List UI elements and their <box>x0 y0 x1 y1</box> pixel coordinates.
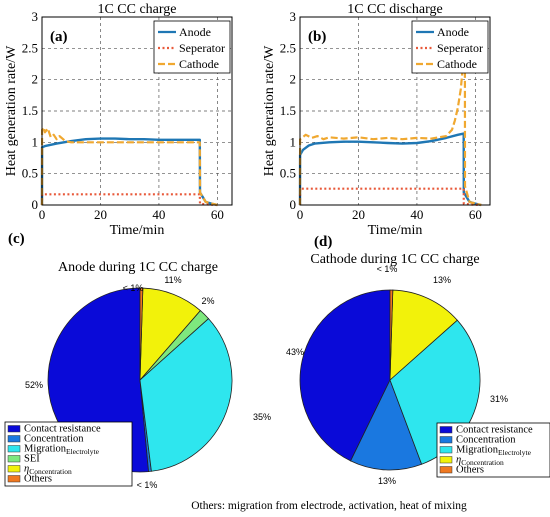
panel-label: (d) <box>314 234 332 250</box>
legend-label: Concentration <box>456 435 516 446</box>
legend-swatch <box>7 435 21 443</box>
legend-label: Cathode <box>179 57 219 71</box>
legend-label: MigrationElectrolyte <box>24 444 100 457</box>
panel-c: (c) Anode during 1C CC charge 52% < 1% 35% 2%… <box>4 231 271 490</box>
legend-box <box>4 421 133 487</box>
panel-b: 0 20 40 60 0 0.5 1 1.5 2 2.5 3 1C CC discharge Time/… <box>262 2 491 238</box>
plot-frame <box>299 16 491 206</box>
y-tick-label: 0.5 <box>280 166 296 181</box>
y-tick-label: 2 <box>290 72 297 87</box>
slice-percent-label: < 1% <box>137 480 158 490</box>
y-tick-label: 1 <box>32 134 39 149</box>
legend-label: Contact resistance <box>24 424 101 435</box>
slice-percent-label: < 1% <box>123 283 144 293</box>
panel-a: 0 20 40 60 0 0.5 1 1.5 2 2.5 3 1C CC charge Time/min… <box>4 2 233 238</box>
legend-swatch <box>439 446 453 454</box>
legend-swatch <box>439 436 453 444</box>
chart-title: Cathode during 1C CC charge <box>310 252 479 267</box>
legend-label: Others <box>456 465 484 476</box>
series-line-seperator <box>298 187 482 207</box>
legend-label: Contact resistance <box>456 425 533 436</box>
panel-label: (a) <box>50 29 68 45</box>
legend-swatch <box>7 445 21 453</box>
x-axis-label: Time/min <box>110 223 165 238</box>
slice-percent-label: 13% <box>378 476 396 486</box>
footnote: Others: migration from electrode, activa… <box>191 500 467 512</box>
panel-label: (b) <box>308 29 326 45</box>
y-tick-label: 2.5 <box>22 40 38 55</box>
pie-slice-contact-resistance <box>299 289 391 462</box>
legend-swatch <box>439 426 453 434</box>
y-tick-label: 2.5 <box>280 40 296 55</box>
pie-slice-- <box>389 289 458 381</box>
y-axis-label: Heat generation rate/W <box>262 45 277 176</box>
slice-percent-label: < 1% <box>377 264 398 274</box>
pie-slice-others <box>139 287 144 381</box>
y-tick-label: 0 <box>290 197 297 212</box>
legend-swatch <box>7 465 21 473</box>
legend-box <box>436 422 550 478</box>
panel-label: (c) <box>8 231 25 247</box>
legend-swatch <box>439 466 453 474</box>
legend-swatch <box>7 455 21 463</box>
pie-slice-concentration <box>350 378 423 471</box>
y-tick-label: 1.5 <box>280 103 296 118</box>
slice-percent-label: 35% <box>253 412 271 422</box>
chart-title: 1C CC charge <box>97 2 176 17</box>
legend-label: Seperator <box>179 41 225 55</box>
legend-label: Concentration <box>24 434 84 445</box>
legend-label: Anode <box>179 25 211 39</box>
series-line-anode <box>298 132 482 207</box>
slice-percent-label: 13% <box>433 275 451 285</box>
legend-label: ηConcentration <box>24 464 72 477</box>
chart-title: Anode during 1C CC charge <box>58 260 218 275</box>
slice-percent-label: 43% <box>286 347 304 357</box>
series-line-cathode <box>40 126 218 207</box>
legend-label: Anode <box>437 25 469 39</box>
slice-percent-label: 11% <box>164 275 181 285</box>
y-tick-label: 0.5 <box>22 166 38 181</box>
pie-slice-migration <box>139 318 233 472</box>
panel-d: (d) Cathode during 1C CC charge 43% 13% 31% 1… <box>286 234 550 486</box>
legend-label: Others <box>24 474 52 485</box>
slice-percent-label: 31% <box>490 394 508 404</box>
legend-label: Seperator <box>437 41 483 55</box>
legend-swatch <box>439 456 453 464</box>
slice-percent-label: 2% <box>201 296 214 306</box>
plot-frame <box>41 16 233 206</box>
y-tick-label: 2 <box>32 72 39 87</box>
series-line-seperator <box>40 193 218 207</box>
x-tick-label: 20 <box>94 207 107 222</box>
x-tick-label: 40 <box>152 207 165 222</box>
legend-label: Cathode <box>437 57 477 71</box>
legend-label: MigrationElectrolyte <box>456 445 532 458</box>
y-tick-label: 3 <box>32 9 39 24</box>
y-axis-label: Heat generation rate/W <box>4 45 19 176</box>
x-tick-label: 20 <box>352 207 365 222</box>
legend-label: SEI <box>24 454 40 465</box>
y-tick-label: 1 <box>290 134 297 149</box>
pie-slice-others <box>389 289 394 381</box>
legend-swatch <box>7 425 21 433</box>
y-tick-label: 1.5 <box>22 103 38 118</box>
chart-title: 1C CC discharge <box>347 2 442 17</box>
legend-box <box>411 20 489 74</box>
y-tick-label: 3 <box>290 9 297 24</box>
x-tick-label: 60 <box>211 207 224 222</box>
x-tick-label: 0 <box>297 207 304 222</box>
x-tick-label: 0 <box>39 207 46 222</box>
x-tick-label: 40 <box>410 207 423 222</box>
y-tick-label: 0 <box>32 197 39 212</box>
x-tick-label: 60 <box>469 207 482 222</box>
legend-swatch <box>7 475 21 483</box>
legend-box <box>153 20 231 74</box>
legend-label: ηConcentration <box>456 455 504 468</box>
slice-percent-label: 52% <box>25 380 43 390</box>
x-axis-label: Time/min <box>368 223 423 238</box>
